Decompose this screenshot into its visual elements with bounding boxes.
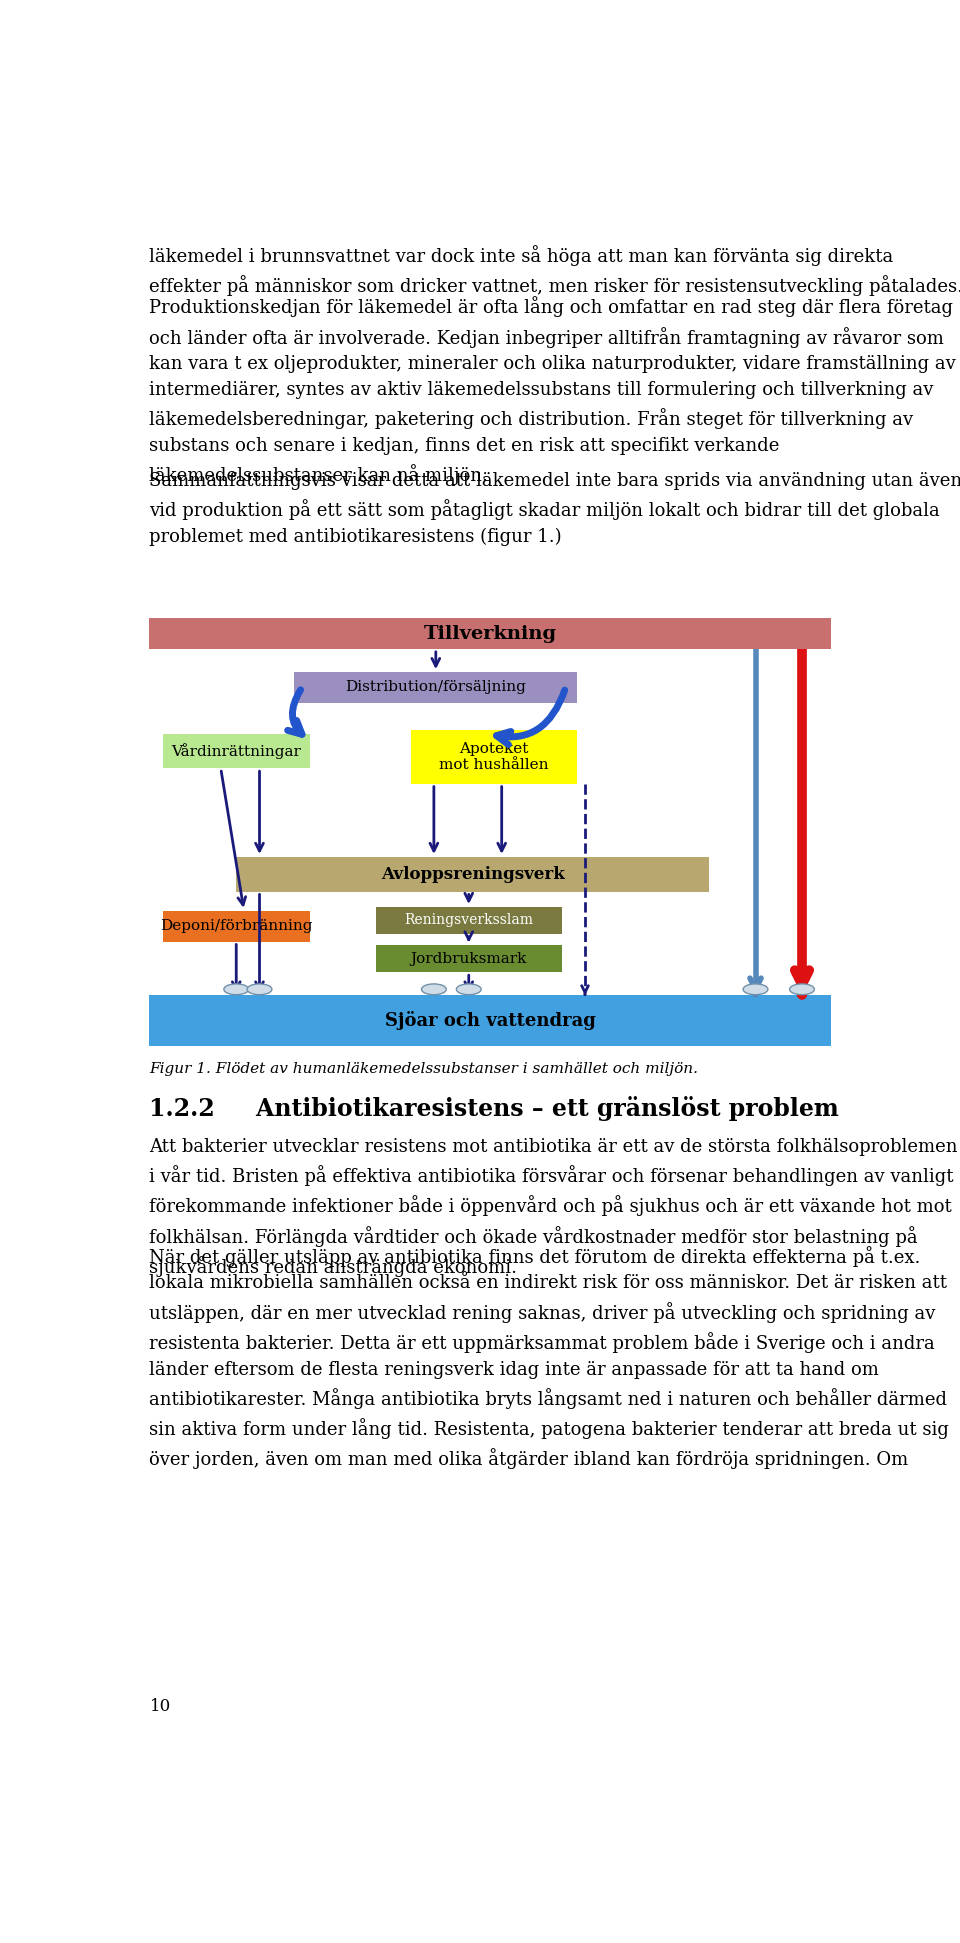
Text: Produktionskedjan för läkemedel är ofta lång och omfattar en rad steg där flera : Produktionskedjan för läkemedel är ofta …	[150, 295, 956, 486]
Text: Deponi/förbränning: Deponi/förbränning	[160, 919, 313, 933]
Text: Vårdinrättningar: Vårdinrättningar	[171, 742, 301, 760]
Bar	[150, 618, 831, 649]
Text: När det gäller utsläpp av antibiotika finns det förutom de direkta effekterna på: När det gäller utsläpp av antibiotika fi…	[150, 1245, 949, 1469]
Text: Sjöar och vattendrag: Sjöar och vattendrag	[385, 1010, 596, 1030]
Ellipse shape	[743, 983, 768, 995]
Ellipse shape	[421, 983, 446, 995]
Ellipse shape	[224, 983, 249, 995]
Bar	[411, 731, 577, 783]
Bar	[150, 995, 831, 1045]
Text: Avloppsreningsverk: Avloppsreningsverk	[381, 867, 564, 882]
Ellipse shape	[456, 983, 481, 995]
Text: Distribution/försäljning: Distribution/försäljning	[346, 680, 526, 694]
Bar	[375, 946, 562, 972]
Text: 1.2.2     Antibiotikaresistens – ett gränslöst problem: 1.2.2 Antibiotikaresistens – ett gränslö…	[150, 1096, 839, 1121]
Bar	[236, 857, 709, 892]
Bar	[162, 734, 310, 767]
Bar	[162, 911, 310, 942]
Text: Att bakterier utvecklar resistens mot antibiotika är ett av de största folkhälso: Att bakterier utvecklar resistens mot an…	[150, 1139, 958, 1277]
Text: Reningsverksslam: Reningsverksslam	[404, 913, 533, 927]
Text: Jordbruksmark: Jordbruksmark	[411, 952, 527, 966]
Bar	[375, 907, 562, 935]
Text: Sammanfattningsvis visar detta att läkemedel inte bara sprids via användning uta: Sammanfattningsvis visar detta att läkem…	[150, 472, 960, 546]
Text: Apoteket
mot hushållen: Apoteket mot hushållen	[439, 742, 549, 771]
Bar	[295, 672, 577, 703]
Text: 10: 10	[150, 1698, 171, 1716]
Text: Figur 1. Flödet av humanläkemedelssubstanser i samhället och miljön.: Figur 1. Flödet av humanläkemedelssubsta…	[150, 1063, 699, 1076]
Text: Tillverkning: Tillverkning	[424, 624, 557, 643]
Ellipse shape	[789, 983, 814, 995]
Text: läkemedel i brunnsvattnet var dock inte så höga att man kan förvänta sig direkta: läkemedel i brunnsvattnet var dock inte …	[150, 245, 960, 295]
Ellipse shape	[247, 983, 272, 995]
